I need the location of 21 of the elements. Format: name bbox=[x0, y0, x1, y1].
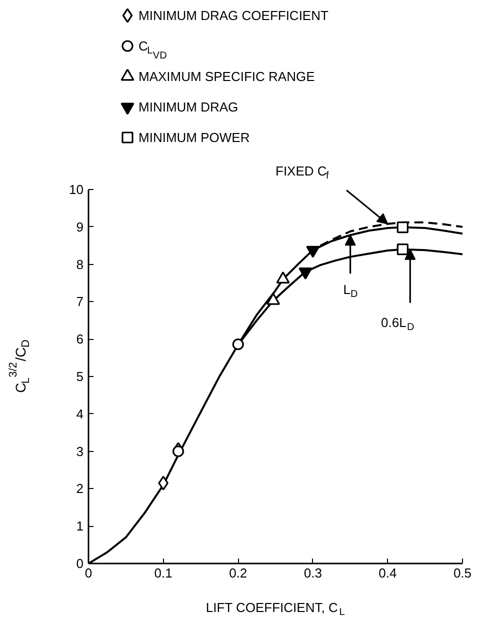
y-tick-label: 7 bbox=[76, 294, 84, 310]
y-tick-label: 3 bbox=[76, 444, 84, 459]
x-tick-label: 0.2 bbox=[229, 566, 248, 580]
y-tick-label: 0 bbox=[76, 556, 84, 571]
legend-label: MINIMUM POWER bbox=[138, 130, 250, 145]
legend-label: MINIMUM DRAG bbox=[138, 100, 238, 114]
x-tick-label: 0.5 bbox=[453, 566, 472, 580]
x-tick-label: 0.1 bbox=[154, 566, 172, 580]
y-tick-label: 9 bbox=[76, 219, 84, 234]
x-tick-label: 0.4 bbox=[378, 566, 397, 580]
y-tick-label: 5 bbox=[76, 369, 84, 384]
y-tick-label: 1 bbox=[76, 518, 84, 534]
y-tick-label: 2 bbox=[76, 481, 84, 496]
y-tick-label: 10 bbox=[69, 182, 84, 197]
y-tick-label: 8 bbox=[76, 256, 84, 272]
y-tick-label: 6 bbox=[76, 332, 84, 347]
legend-label: MAXIMUM SPECIFIC RANGE bbox=[138, 69, 316, 84]
x-tick-label: 0.3 bbox=[304, 566, 322, 580]
y-tick-label: 4 bbox=[76, 406, 84, 422]
y-axis-title: CL3/2/CD bbox=[8, 340, 32, 393]
legend-label: MINIMUM DRAG COEFFICIENT bbox=[138, 8, 328, 23]
